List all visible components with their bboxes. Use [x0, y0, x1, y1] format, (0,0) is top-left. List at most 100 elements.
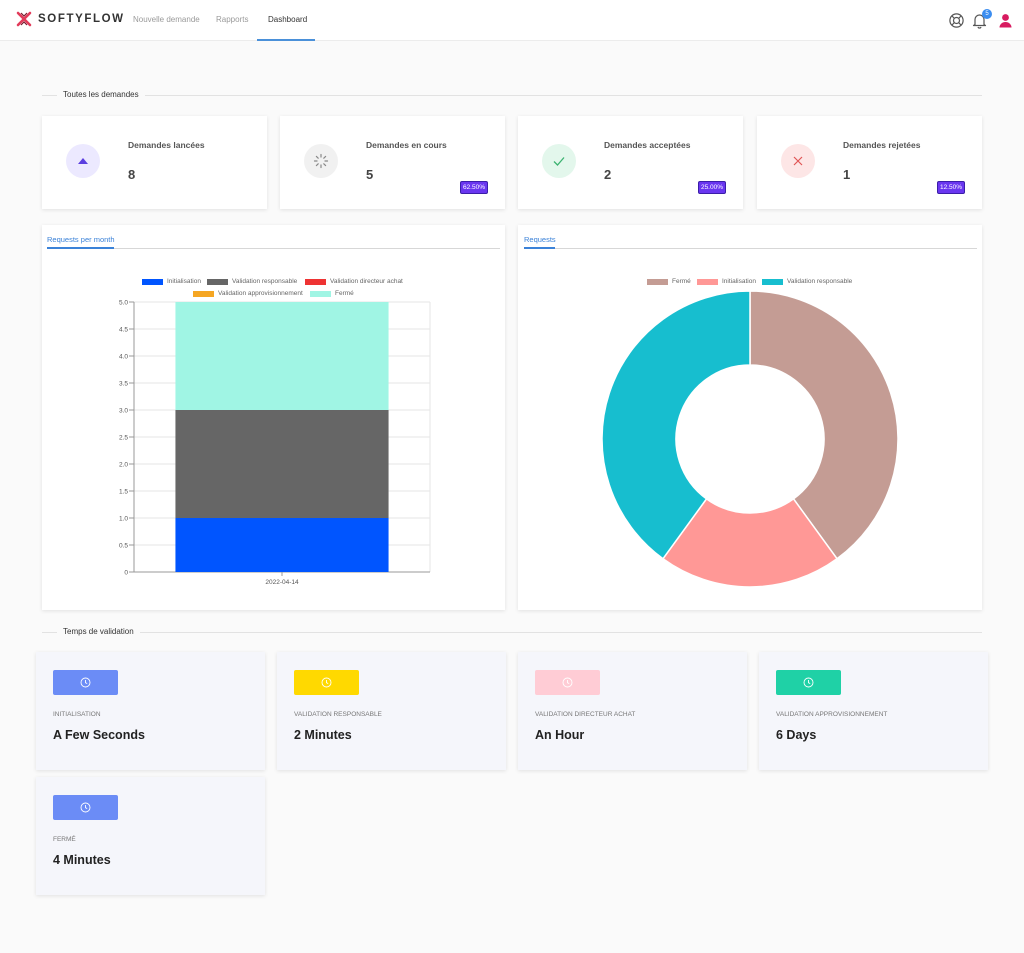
- bar-segment: [175, 518, 389, 572]
- stat-percent-badge: 25.00%: [697, 181, 726, 194]
- stat-value: 8: [128, 167, 136, 182]
- section-title-validation-time: Temps de validation: [57, 627, 140, 636]
- y-tick-label: 2.5: [119, 435, 128, 442]
- legend-swatch: [762, 278, 783, 285]
- time-value: 4 Minutes: [53, 853, 111, 867]
- stat-icon-bg: [542, 144, 576, 178]
- time-label: Validation approvisionnement: [776, 711, 888, 718]
- y-tick-label: 0.5: [119, 543, 128, 550]
- legend-label: Validation responsable: [787, 278, 853, 285]
- time-card-validation-approvisionnement: Validation approvisionnement 6 Days: [759, 652, 988, 770]
- stat-title: Demandes en cours: [366, 140, 447, 150]
- legend-item[interactable]: Fermé: [647, 278, 691, 285]
- stat-card-rejected[interactable]: Demandes rejetées 1 12.50%: [757, 116, 982, 209]
- requests-panel: Requests Fermé Initialisation Validation…: [518, 225, 982, 610]
- y-tick-label: 3.0: [119, 408, 128, 415]
- legend-item[interactable]: Validation responsable: [762, 278, 852, 285]
- bar-segment: [175, 410, 389, 518]
- time-label: Validation directeur achat: [535, 711, 636, 718]
- nav-nouvelle-demande[interactable]: Nouvelle demande: [133, 15, 200, 24]
- bell-icon[interactable]: [971, 12, 988, 29]
- legend-label: Validation directeur achat: [330, 278, 403, 285]
- legend-item[interactable]: Fermé: [310, 290, 354, 297]
- clock-icon: [80, 802, 91, 813]
- tab-requests-per-month[interactable]: Requests per month: [47, 235, 115, 244]
- y-tick-label: 0: [124, 570, 128, 577]
- user-icon[interactable]: [997, 12, 1014, 29]
- legend-item[interactable]: Initialisation: [142, 278, 201, 285]
- legend-swatch: [305, 278, 326, 285]
- donut-slice: [601, 290, 751, 560]
- brand-logo[interactable]: SOFTYFLOW: [16, 11, 125, 27]
- active-tab-indicator: [524, 247, 555, 249]
- stat-percent-badge: 12.50%: [936, 181, 965, 194]
- stat-title: Demandes rejetées: [843, 140, 921, 150]
- clock-badge: [294, 670, 359, 695]
- time-label: Fermé: [53, 836, 76, 843]
- legend-swatch: [193, 290, 214, 297]
- y-tick-label: 4.5: [119, 327, 128, 334]
- bar-chart: 0 0.5 1.0 1.5 2.0 2.5 3.0 3.5 4.0 4.5 5.0 2022-04-1…: [119, 300, 431, 586]
- donut-slice: [749, 290, 899, 560]
- triangle-up-icon: [78, 158, 88, 164]
- stat-title: Demandes lancées: [128, 140, 205, 150]
- check-icon: [553, 157, 565, 166]
- close-icon: [793, 156, 803, 166]
- legend-swatch: [142, 278, 163, 285]
- clock-icon: [321, 677, 332, 688]
- stat-card-in-progress[interactable]: Demandes en cours 5 62.50%: [280, 116, 505, 209]
- nav-rapports[interactable]: Rapports: [216, 15, 249, 24]
- section-title-requests: Toutes les demandes: [57, 90, 145, 99]
- stat-title: Demandes acceptées: [604, 140, 691, 150]
- legend-label: Initialisation: [167, 278, 201, 285]
- time-card-ferme: Fermé 4 Minutes: [36, 777, 265, 895]
- clock-badge: [535, 670, 600, 695]
- legend-swatch: [207, 278, 228, 285]
- legend-item[interactable]: Validation responsable: [207, 278, 297, 285]
- logo-icon: [16, 11, 32, 27]
- tab-requests[interactable]: Requests: [524, 235, 556, 244]
- legend-swatch: [647, 278, 668, 285]
- time-card-validation-directeur-achat: Validation directeur achat An Hour: [518, 652, 747, 770]
- clock-icon: [80, 677, 91, 688]
- clock-badge: [53, 670, 118, 695]
- y-tick-label: 4.0: [119, 354, 128, 361]
- legend-item[interactable]: Validation directeur achat: [305, 278, 403, 285]
- clock-badge: [53, 795, 118, 820]
- clock-badge: [776, 670, 841, 695]
- brand-name: SOFTYFLOW: [38, 13, 125, 25]
- stat-value: 5: [366, 167, 374, 182]
- x-tick-label: 2022-04-14: [265, 579, 299, 586]
- clock-icon: [562, 677, 573, 688]
- legend-label: Initialisation: [722, 278, 756, 285]
- stat-icon-bg: [66, 144, 100, 178]
- time-label: Initialisation: [53, 711, 101, 718]
- top-navbar: SOFTYFLOW Nouvelle demande Rapports Dash…: [0, 0, 1024, 41]
- legend-item[interactable]: Initialisation: [697, 278, 756, 285]
- y-tick-label: 1.0: [119, 516, 128, 523]
- time-label: Validation responsable: [294, 711, 382, 718]
- y-tick-label: 2.0: [119, 462, 128, 469]
- legend-item[interactable]: Validation approvisionnement: [193, 290, 303, 297]
- nav-dashboard[interactable]: Dashboard: [268, 15, 308, 24]
- time-value: 6 Days: [776, 728, 817, 742]
- time-card-validation-responsable: Validation responsable 2 Minutes: [277, 652, 506, 770]
- stat-icon-bg: [304, 144, 338, 178]
- time-value: A Few Seconds: [53, 728, 145, 742]
- notification-count-badge: 5: [982, 9, 992, 19]
- time-value: An Hour: [535, 728, 585, 742]
- tab-divider: [47, 248, 500, 249]
- y-tick-label: 3.5: [119, 381, 128, 388]
- section-divider: [42, 95, 982, 96]
- active-tab-indicator: [47, 247, 114, 249]
- lifebuoy-icon[interactable]: [948, 12, 965, 29]
- stat-value: 1: [843, 167, 851, 182]
- stat-card-accepted[interactable]: Demandes acceptées 2 25.00%: [518, 116, 743, 209]
- stat-card-launched[interactable]: Demandes lancées 8: [42, 116, 267, 209]
- y-tick-label: 5.0: [119, 300, 128, 307]
- section-divider: [42, 632, 982, 633]
- time-value: 2 Minutes: [294, 728, 352, 742]
- donut-slice: [661, 497, 839, 588]
- legend-swatch: [310, 290, 331, 297]
- legend-label: Validation approvisionnement: [218, 290, 303, 297]
